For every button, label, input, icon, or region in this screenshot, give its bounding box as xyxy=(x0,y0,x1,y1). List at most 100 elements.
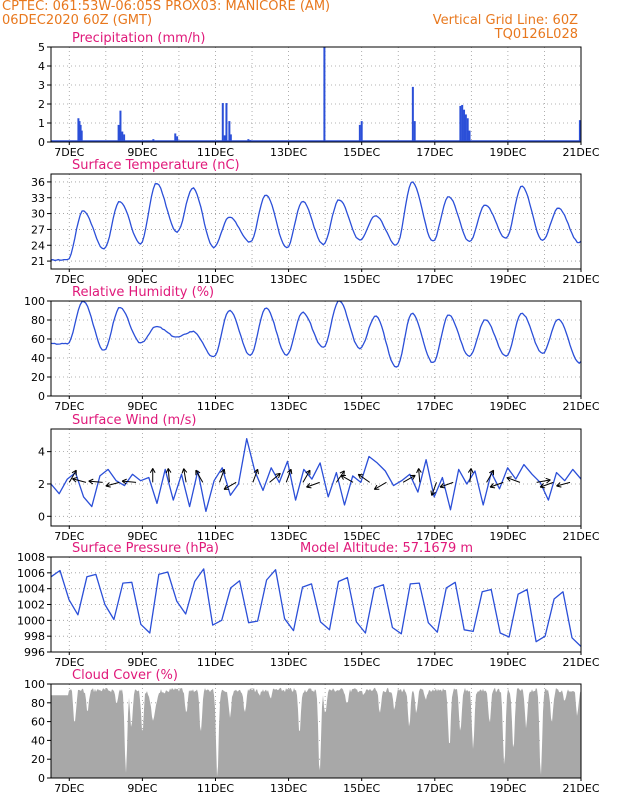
y-tick-label: 1008 xyxy=(17,551,45,564)
header-grid-note: Vertical Grid Line: 60Z xyxy=(432,13,578,28)
wind-arrow xyxy=(486,469,495,483)
wind-arrow-head xyxy=(149,468,156,473)
x-tick-label: 13DEC xyxy=(270,656,307,669)
wind-arrow-head xyxy=(539,483,546,489)
panel-5 xyxy=(47,556,582,655)
x-tick-label: 7DEC xyxy=(54,782,84,795)
panel-6 xyxy=(47,683,582,781)
series-line xyxy=(50,568,582,647)
y-tick-label: 20 xyxy=(31,371,45,384)
y-tick-label: 4 xyxy=(38,60,45,73)
precip-bar xyxy=(459,105,462,142)
y-tick-label: 100 xyxy=(24,678,45,691)
x-tick-label: 9DEC xyxy=(127,530,157,543)
x-tick-label: 17DEC xyxy=(416,782,453,795)
x-tick-label: 19DEC xyxy=(489,273,526,286)
x-tick-label: 21DEC xyxy=(562,530,599,543)
x-tick-label: 7DEC xyxy=(54,400,84,413)
precip-bar xyxy=(461,104,464,142)
precip-bar xyxy=(221,103,224,142)
wind-arrow-head xyxy=(223,484,230,490)
y-tick-label: 1006 xyxy=(17,567,45,580)
panel-title: Cloud Cover (%) xyxy=(72,668,178,683)
wind-arrow-head xyxy=(275,472,281,479)
precip-bar xyxy=(358,124,361,142)
y-tick-label: 0 xyxy=(38,510,45,523)
y-tick-label: 27 xyxy=(31,223,45,236)
y-tick-label: 33 xyxy=(31,192,45,205)
wind-arrow xyxy=(167,468,170,483)
wind-arrow-head xyxy=(430,490,436,496)
wind-arrow xyxy=(439,481,454,488)
precip-bar xyxy=(174,133,177,142)
y-tick-label: 80 xyxy=(31,314,45,327)
wind-arrow xyxy=(122,480,137,483)
wind-arrow xyxy=(556,481,571,487)
panel-frame xyxy=(50,428,582,527)
wind-arrow xyxy=(536,479,551,483)
wind-arrow-head xyxy=(416,468,422,474)
header-date: 06DEC2020 60Z (GMT) xyxy=(2,13,153,28)
panel-1 xyxy=(47,46,582,145)
wind-arrow xyxy=(68,469,77,483)
panel-4 xyxy=(47,428,582,529)
wind-arrow-head xyxy=(306,483,312,489)
x-tick-label: 21DEC xyxy=(562,782,599,795)
wind-arrow-head xyxy=(489,483,496,489)
x-tick-label: 15DEC xyxy=(343,146,380,159)
x-tick-label: 21DEC xyxy=(562,400,599,413)
wind-arrow xyxy=(219,469,225,483)
precip-bar xyxy=(323,47,326,142)
panel-frame xyxy=(50,683,582,779)
wind-arrow xyxy=(540,481,554,488)
y-tick-label: 40 xyxy=(31,734,45,747)
wind-arrow xyxy=(357,473,371,483)
wind-arrow-head xyxy=(72,477,78,483)
wind-arrow xyxy=(252,469,259,483)
x-tick-label: 19DEC xyxy=(489,400,526,413)
x-tick-label: 17DEC xyxy=(416,656,453,669)
wind-arrow xyxy=(340,474,354,483)
wind-arrow-head xyxy=(71,469,77,476)
x-tick-label: 17DEC xyxy=(416,400,453,413)
precip-bar xyxy=(466,118,469,142)
x-tick-label: 7DEC xyxy=(54,656,84,669)
panel-annotation: Model Altitude: 57.1679 m xyxy=(300,541,473,556)
y-tick-label: 4 xyxy=(38,446,45,459)
wind-arrow-head xyxy=(357,473,364,480)
panel-title: Surface Temperature (nC) xyxy=(72,158,240,173)
series-line xyxy=(50,300,582,368)
y-tick-label: 30 xyxy=(31,208,45,221)
wind-arrow-head xyxy=(340,474,346,480)
precip-bar xyxy=(413,121,416,142)
x-tick-label: 15DEC xyxy=(343,656,380,669)
series-line xyxy=(50,438,582,513)
wind-arrow xyxy=(489,481,504,488)
precip-bar xyxy=(80,130,83,142)
y-tick-label: 0 xyxy=(38,136,45,149)
wind-arrow-head xyxy=(439,483,446,489)
x-tick-label: 13DEC xyxy=(270,782,307,795)
precip-bar xyxy=(229,134,232,142)
precip-bar xyxy=(223,135,226,142)
precip-bar xyxy=(121,131,124,142)
panel-frame xyxy=(50,300,582,397)
x-tick-label: 17DEC xyxy=(416,273,453,286)
panel-title: Relative Humidity (%) xyxy=(72,285,214,300)
wind-arrow xyxy=(506,477,521,483)
wind-arrow-head xyxy=(88,478,94,485)
wind-arrow-head xyxy=(165,468,172,474)
wind-arrow xyxy=(431,482,437,496)
panel-title: Precipitation (mm/h) xyxy=(72,31,205,46)
wind-arrow-head xyxy=(373,484,380,490)
x-tick-label: 13DEC xyxy=(270,273,307,286)
y-tick-label: 20 xyxy=(31,753,45,766)
y-tick-label: 0 xyxy=(38,390,45,403)
wind-arrow xyxy=(374,481,387,490)
x-tick-label: 13DEC xyxy=(270,530,307,543)
wind-arrow xyxy=(418,468,421,483)
wind-arrow-head xyxy=(489,469,495,476)
y-tick-label: 2 xyxy=(38,478,45,491)
x-tick-label: 7DEC xyxy=(54,146,84,159)
